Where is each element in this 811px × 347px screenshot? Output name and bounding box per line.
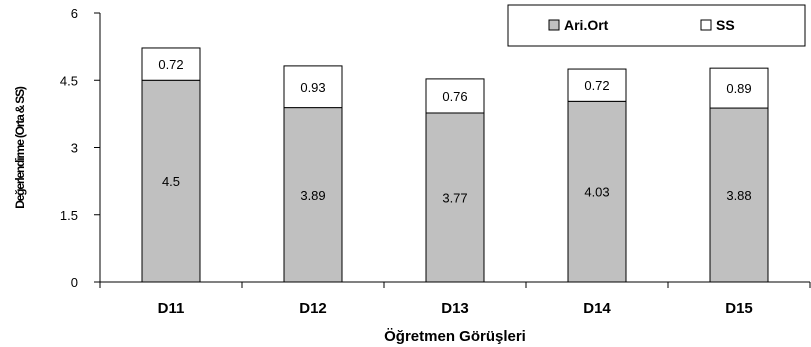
bars-layer: 4.5 0.72 3.89 0.93 3.77 0.76 4.03 0.72 3.88 0.89 [141, 47, 769, 283]
data-label: 3.77 [442, 190, 467, 205]
data-label: 0.72 [584, 78, 609, 93]
data-label: 4.5 [162, 174, 180, 189]
legend-swatch [700, 19, 712, 31]
x-tick-label: D14 [583, 300, 611, 317]
data-label: 3.89 [300, 188, 325, 203]
bar-ari-ort-d13 [425, 112, 485, 283]
y-tick-label: 0 [71, 275, 78, 290]
y-tick-label: 4.5 [60, 73, 78, 88]
x-axis-title: Öğretmen Görüşleri [384, 328, 526, 345]
y-tick-label: 1.5 [60, 208, 78, 223]
axes-layer: 0 1.5 3 4.5 6 D11 D12 D13 D14 D15 Öğretmen Görüşle… [13, 6, 811, 345]
bar-ss-d11 [141, 47, 201, 81]
bar-ss-d14 [567, 68, 627, 102]
legend: Ari.Ort SS [507, 4, 806, 47]
bar-ari-ort-d11 [141, 79, 201, 283]
bar-ss-d13 [425, 78, 485, 114]
y-tick-label: 6 [71, 6, 78, 21]
data-label: 3.88 [726, 188, 751, 203]
y-axis-title: Değerlendirme (Orta & SS) [13, 86, 27, 209]
data-label: 0.89 [726, 81, 751, 96]
data-label: 0.72 [158, 57, 183, 72]
bar-ss-d15 [709, 67, 769, 109]
data-label: 0.93 [300, 80, 325, 95]
x-tick-label: D12 [299, 300, 327, 317]
x-tick-label: D13 [441, 300, 469, 317]
bar-ss-d12 [283, 65, 343, 109]
legend-label: Ari.Ort [564, 17, 609, 33]
legend-label: SS [716, 17, 735, 33]
legend-swatch [548, 19, 560, 31]
data-label: 0.76 [442, 89, 467, 104]
y-tick-label: 3 [71, 141, 78, 156]
x-tick-label: D15 [725, 300, 753, 317]
data-label: 4.03 [584, 185, 609, 200]
x-tick-label: D11 [158, 300, 185, 317]
